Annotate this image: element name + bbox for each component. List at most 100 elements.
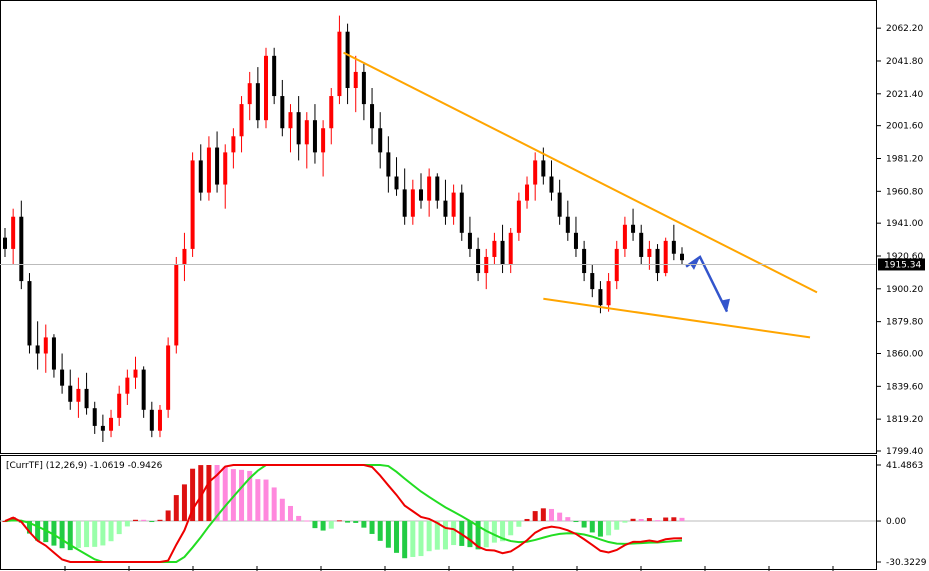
candle-body xyxy=(51,337,56,370)
macd-histogram-bar xyxy=(434,521,440,550)
macd-histogram-bar xyxy=(630,518,636,522)
macd-histogram-bar xyxy=(149,521,155,523)
arrow-head-down xyxy=(722,298,730,312)
macd-histogram-bar xyxy=(263,479,269,522)
macd-histogram-bar xyxy=(59,521,65,549)
candle-body xyxy=(35,345,40,354)
candle-body xyxy=(590,273,595,290)
candle-body xyxy=(467,232,472,249)
macd-histogram-bar xyxy=(100,521,106,546)
macd-histogram-bar xyxy=(451,521,457,546)
candle-body xyxy=(598,289,603,306)
macd-histogram-bar xyxy=(230,469,236,522)
current-price-box xyxy=(878,258,925,271)
candle-body xyxy=(19,216,24,282)
macd-histogram-bar xyxy=(557,512,563,522)
macd-histogram-bar xyxy=(35,521,41,541)
macd-histogram-bar xyxy=(10,517,16,522)
price-tick-label: 1819.20 xyxy=(886,415,923,425)
macd-title: [CurrTF] (12,26,9) -1.0619 -0.9426 xyxy=(6,461,163,471)
candle-body xyxy=(353,71,358,89)
candle-body xyxy=(533,160,538,185)
macd-histogram-bar xyxy=(255,479,261,522)
candle-body xyxy=(680,253,684,261)
macd-histogram-bar xyxy=(312,521,318,529)
macd-histogram-bar xyxy=(116,521,122,535)
candle-body xyxy=(239,104,244,137)
candle-body xyxy=(516,200,521,233)
candle-body xyxy=(345,31,350,89)
candle-body xyxy=(60,369,65,386)
macd-histogram-bar xyxy=(394,521,400,553)
price-tick-label: 1860.00 xyxy=(886,349,923,359)
candle-body xyxy=(166,345,171,410)
macd-histogram-bar xyxy=(418,521,424,557)
candle-body xyxy=(386,152,391,177)
macd-histogram-bar xyxy=(565,517,571,522)
candle-body xyxy=(76,388,81,402)
candle-body xyxy=(337,31,342,97)
price-tick-label: 1799.40 xyxy=(886,447,923,457)
candle-body xyxy=(525,184,530,201)
price-tick-label: 1900.20 xyxy=(886,285,923,295)
macd-histogram-bar xyxy=(671,517,677,522)
candle-body xyxy=(427,176,432,201)
candle-body xyxy=(459,192,464,233)
macd-histogram-bar xyxy=(181,484,187,522)
candle-body xyxy=(84,388,89,409)
macd-histogram-bar xyxy=(606,521,612,536)
candle-body xyxy=(255,83,260,121)
candle-body xyxy=(622,224,627,249)
candle-body xyxy=(582,248,587,274)
macd-histogram-bar xyxy=(540,508,546,522)
candle-body xyxy=(157,409,162,431)
macd-histogram-bar xyxy=(279,498,285,522)
candle-body xyxy=(671,240,676,254)
macd-histogram-bar xyxy=(548,508,554,522)
macd-histogram-bar xyxy=(345,521,351,523)
macd-histogram-bar xyxy=(679,517,685,522)
price-tick-label: 1879.80 xyxy=(886,318,923,328)
candle-body xyxy=(296,112,301,145)
macd-lines xyxy=(4,464,683,563)
macd-tick-label: 41.4863 xyxy=(886,461,923,471)
macd-histogram-bar xyxy=(336,520,342,522)
macd-histogram-bar xyxy=(500,521,506,542)
candle-body xyxy=(174,265,179,346)
candle-body xyxy=(549,176,554,193)
macd-histogram-bar xyxy=(622,521,628,523)
candle-body xyxy=(565,216,570,233)
macd-histogram-bar xyxy=(589,521,595,533)
price-tick-label: 1981.20 xyxy=(886,154,923,164)
candle-body xyxy=(206,147,211,193)
candle-body xyxy=(394,176,399,190)
macd-histogram-bar xyxy=(43,521,49,543)
macd-histogram-bar xyxy=(597,521,603,537)
candle-body xyxy=(198,160,203,193)
candle-body xyxy=(663,240,668,274)
macd-histogram-bar xyxy=(92,521,98,547)
macd-histogram-bar xyxy=(353,521,359,523)
price-tick-label: 1839.60 xyxy=(886,382,923,392)
candle-body xyxy=(321,128,326,153)
macd-histogram-bar xyxy=(206,465,212,522)
macd-histogram-bar xyxy=(467,521,473,548)
candle-body xyxy=(133,369,138,378)
candle-body xyxy=(541,160,546,177)
macd-histogram-bar xyxy=(638,519,644,522)
candle-body xyxy=(223,152,228,185)
price-tick-label: 1960.80 xyxy=(886,187,923,197)
macd-histogram-bar xyxy=(320,521,326,531)
candle-body xyxy=(655,248,660,274)
arrow-head-up xyxy=(690,256,700,270)
lower-trend-line xyxy=(543,297,811,339)
candle-body xyxy=(631,224,636,233)
macd-histogram-bar xyxy=(491,521,497,543)
candle-body xyxy=(361,71,366,105)
candle-body xyxy=(3,237,7,249)
macd-histogram-bar xyxy=(190,468,196,522)
current-price-tag: 1915.34 xyxy=(0,258,925,271)
candle-body xyxy=(557,192,562,217)
candle-body xyxy=(402,189,407,217)
